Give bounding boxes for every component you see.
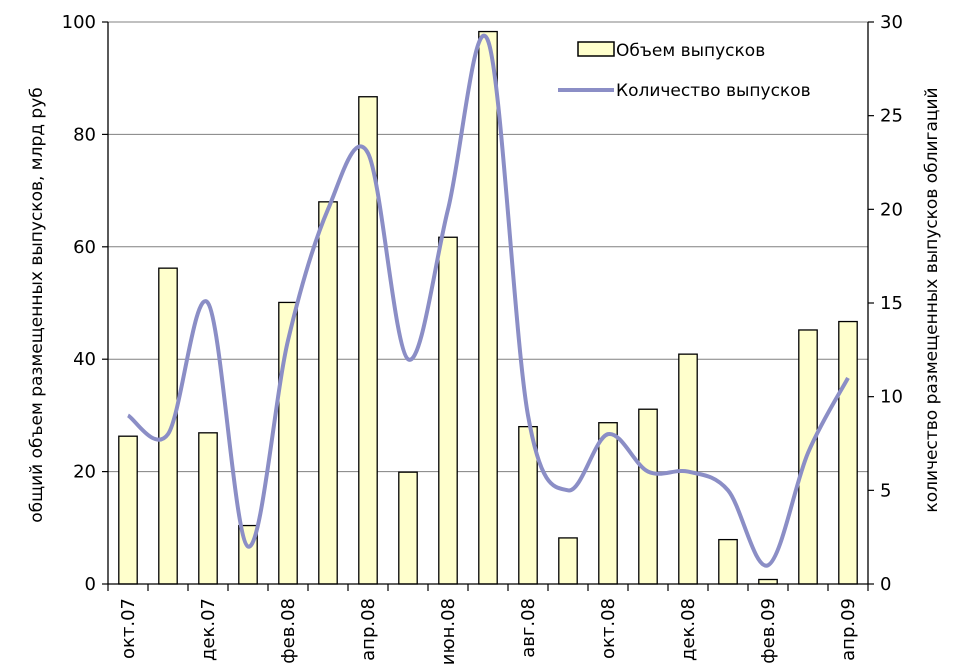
bar-сен.08 [558,537,578,585]
left-tick-label: 60 [73,237,96,258]
bar-series-volume [118,30,858,585]
x-tick-label: фев.08 [278,598,299,664]
left-tick-label: 0 [85,574,96,595]
left-tick-label: 20 [73,462,96,483]
x-tick-label: июн.08 [438,598,459,665]
right-tick-label: 0 [880,574,891,595]
line-series-count [126,33,850,568]
x-tick-label: дек.07 [198,598,219,661]
left-axis-ticks: 0 20 40 60 80 100 [62,12,108,595]
right-tick-label: 25 [880,106,903,127]
x-tick-label: дек.08 [678,598,699,661]
left-axis-title: общий объем размещенных выпусков, млрд р… [27,87,47,523]
bar-ноя.08 [638,408,658,585]
left-tick-label: 100 [62,12,96,33]
right-axis-ticks: 0 5 10 15 20 25 30 [868,12,903,595]
x-tick-label: апр.08 [358,598,379,661]
left-tick-label: 80 [73,124,96,145]
right-axis-title: количество размещенных выпусков облигаци… [922,87,942,512]
x-axis-ticks: окт.07 дек.07 фев.08 апр.08 июн.08 авг.08 окт.… [118,598,859,665]
bar-ноя.07 [158,267,178,585]
bar-июл.08 [478,30,498,585]
right-tick-label: 10 [880,387,903,408]
line-count [126,33,850,568]
x-tick-label: окт.07 [118,598,139,659]
bar-окт.08 [598,422,618,585]
legend: Объем выпусков Количество выпусков [558,41,811,101]
bar-апр.09 [838,320,858,585]
bar-май.08 [398,471,418,585]
bar-окт.07 [118,435,138,585]
legend-label-volume: Объем выпусков [616,41,765,61]
x-tick-label: апр.09 [838,598,859,661]
bar-июн.08 [438,236,458,585]
bar-мар.08 [318,201,338,585]
legend-swatch-volume [577,41,615,57]
x-tick-label: авг.08 [518,598,539,658]
x-tick-label: фев.09 [758,598,779,664]
right-tick-label: 5 [880,480,891,501]
x-tick-label: окт.08 [598,598,619,659]
bar-янв.09 [718,538,738,585]
right-tick-label: 30 [880,12,903,33]
bar-дек.07 [198,432,218,585]
left-tick-label: 40 [73,349,96,370]
right-tick-label: 15 [880,293,903,314]
legend-label-count: Количество выпусков [616,81,811,101]
right-tick-label: 20 [880,199,903,220]
bar-фев.09 [758,578,778,585]
